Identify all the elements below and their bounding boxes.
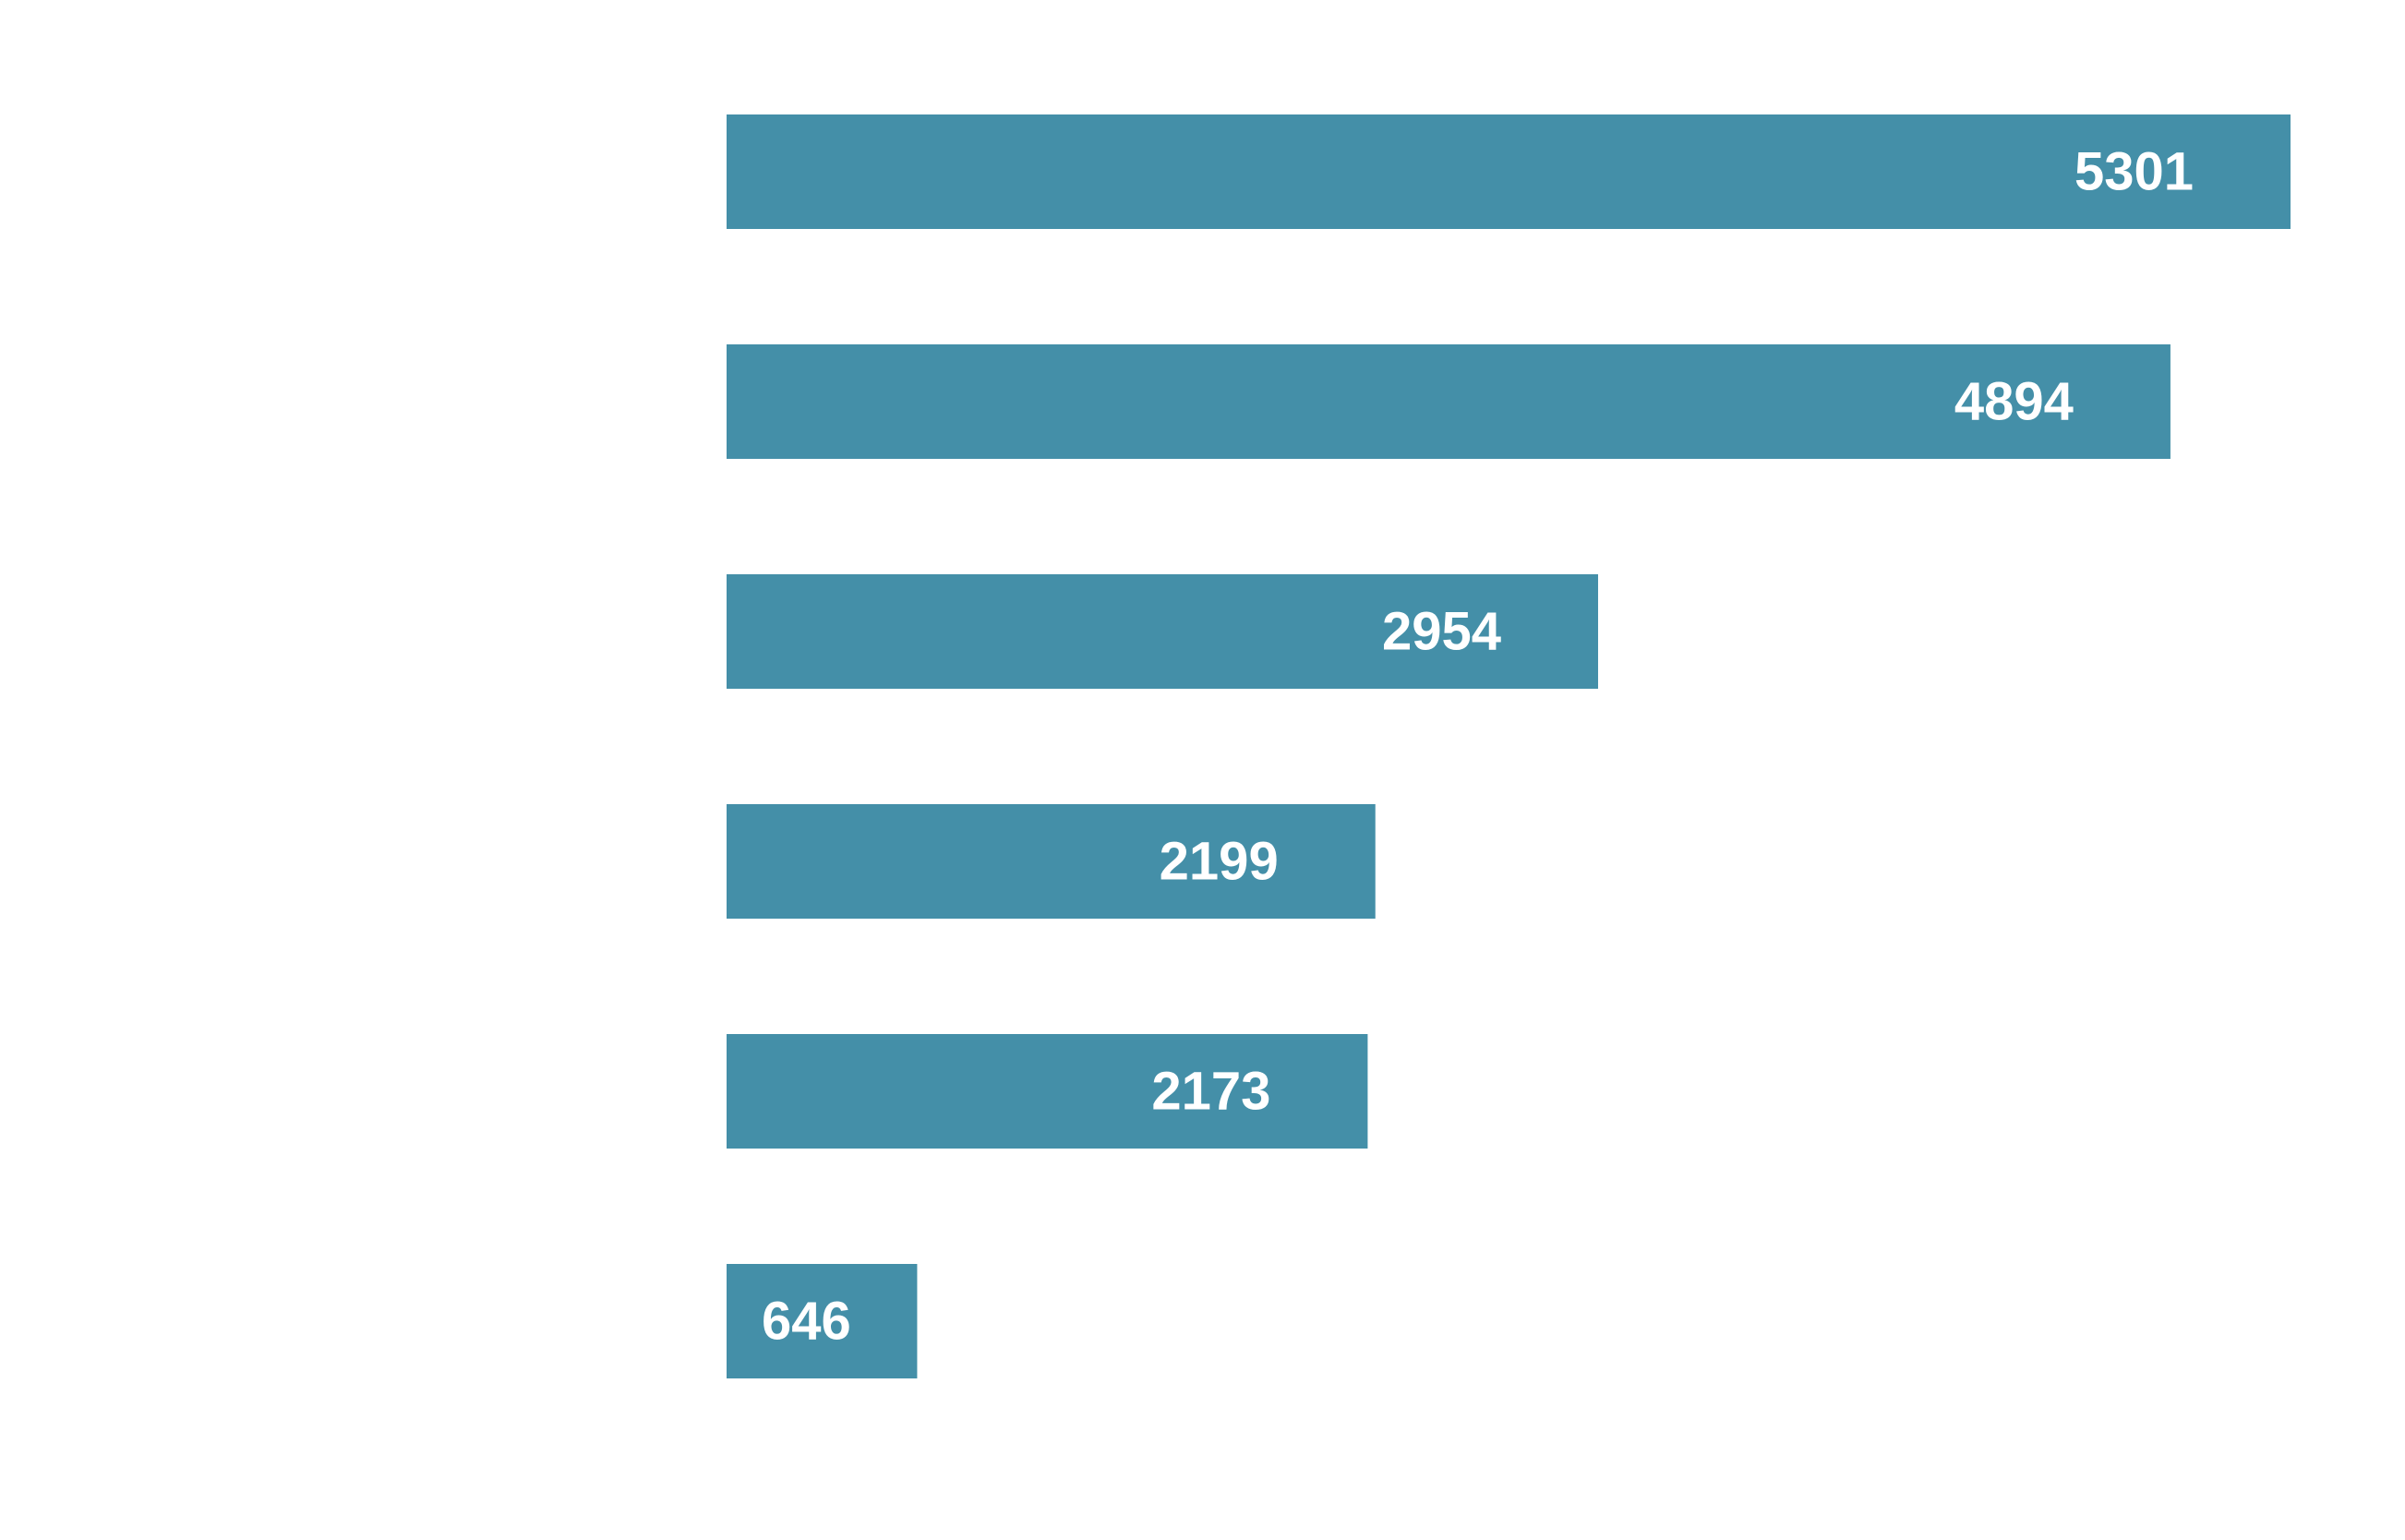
bar-4 xyxy=(727,804,1376,919)
data-label-6: 646 xyxy=(762,1292,851,1352)
data-label-1: 5301 xyxy=(2074,142,2194,202)
bars-group xyxy=(727,114,2291,1378)
bar-5 xyxy=(727,1034,1368,1149)
data-labels-group: 5301 4894 2954 2199 2173 646 xyxy=(762,142,2194,1352)
data-label-2: 4894 xyxy=(1954,372,2074,432)
bar-3 xyxy=(727,574,1598,689)
data-label-4: 2199 xyxy=(1160,832,1279,892)
data-label-5: 2173 xyxy=(1151,1062,1270,1122)
bar-1 xyxy=(727,114,2291,229)
bar-6 xyxy=(727,1264,918,1378)
data-label-3: 2954 xyxy=(1382,602,1501,662)
bar-2 xyxy=(727,344,2171,459)
